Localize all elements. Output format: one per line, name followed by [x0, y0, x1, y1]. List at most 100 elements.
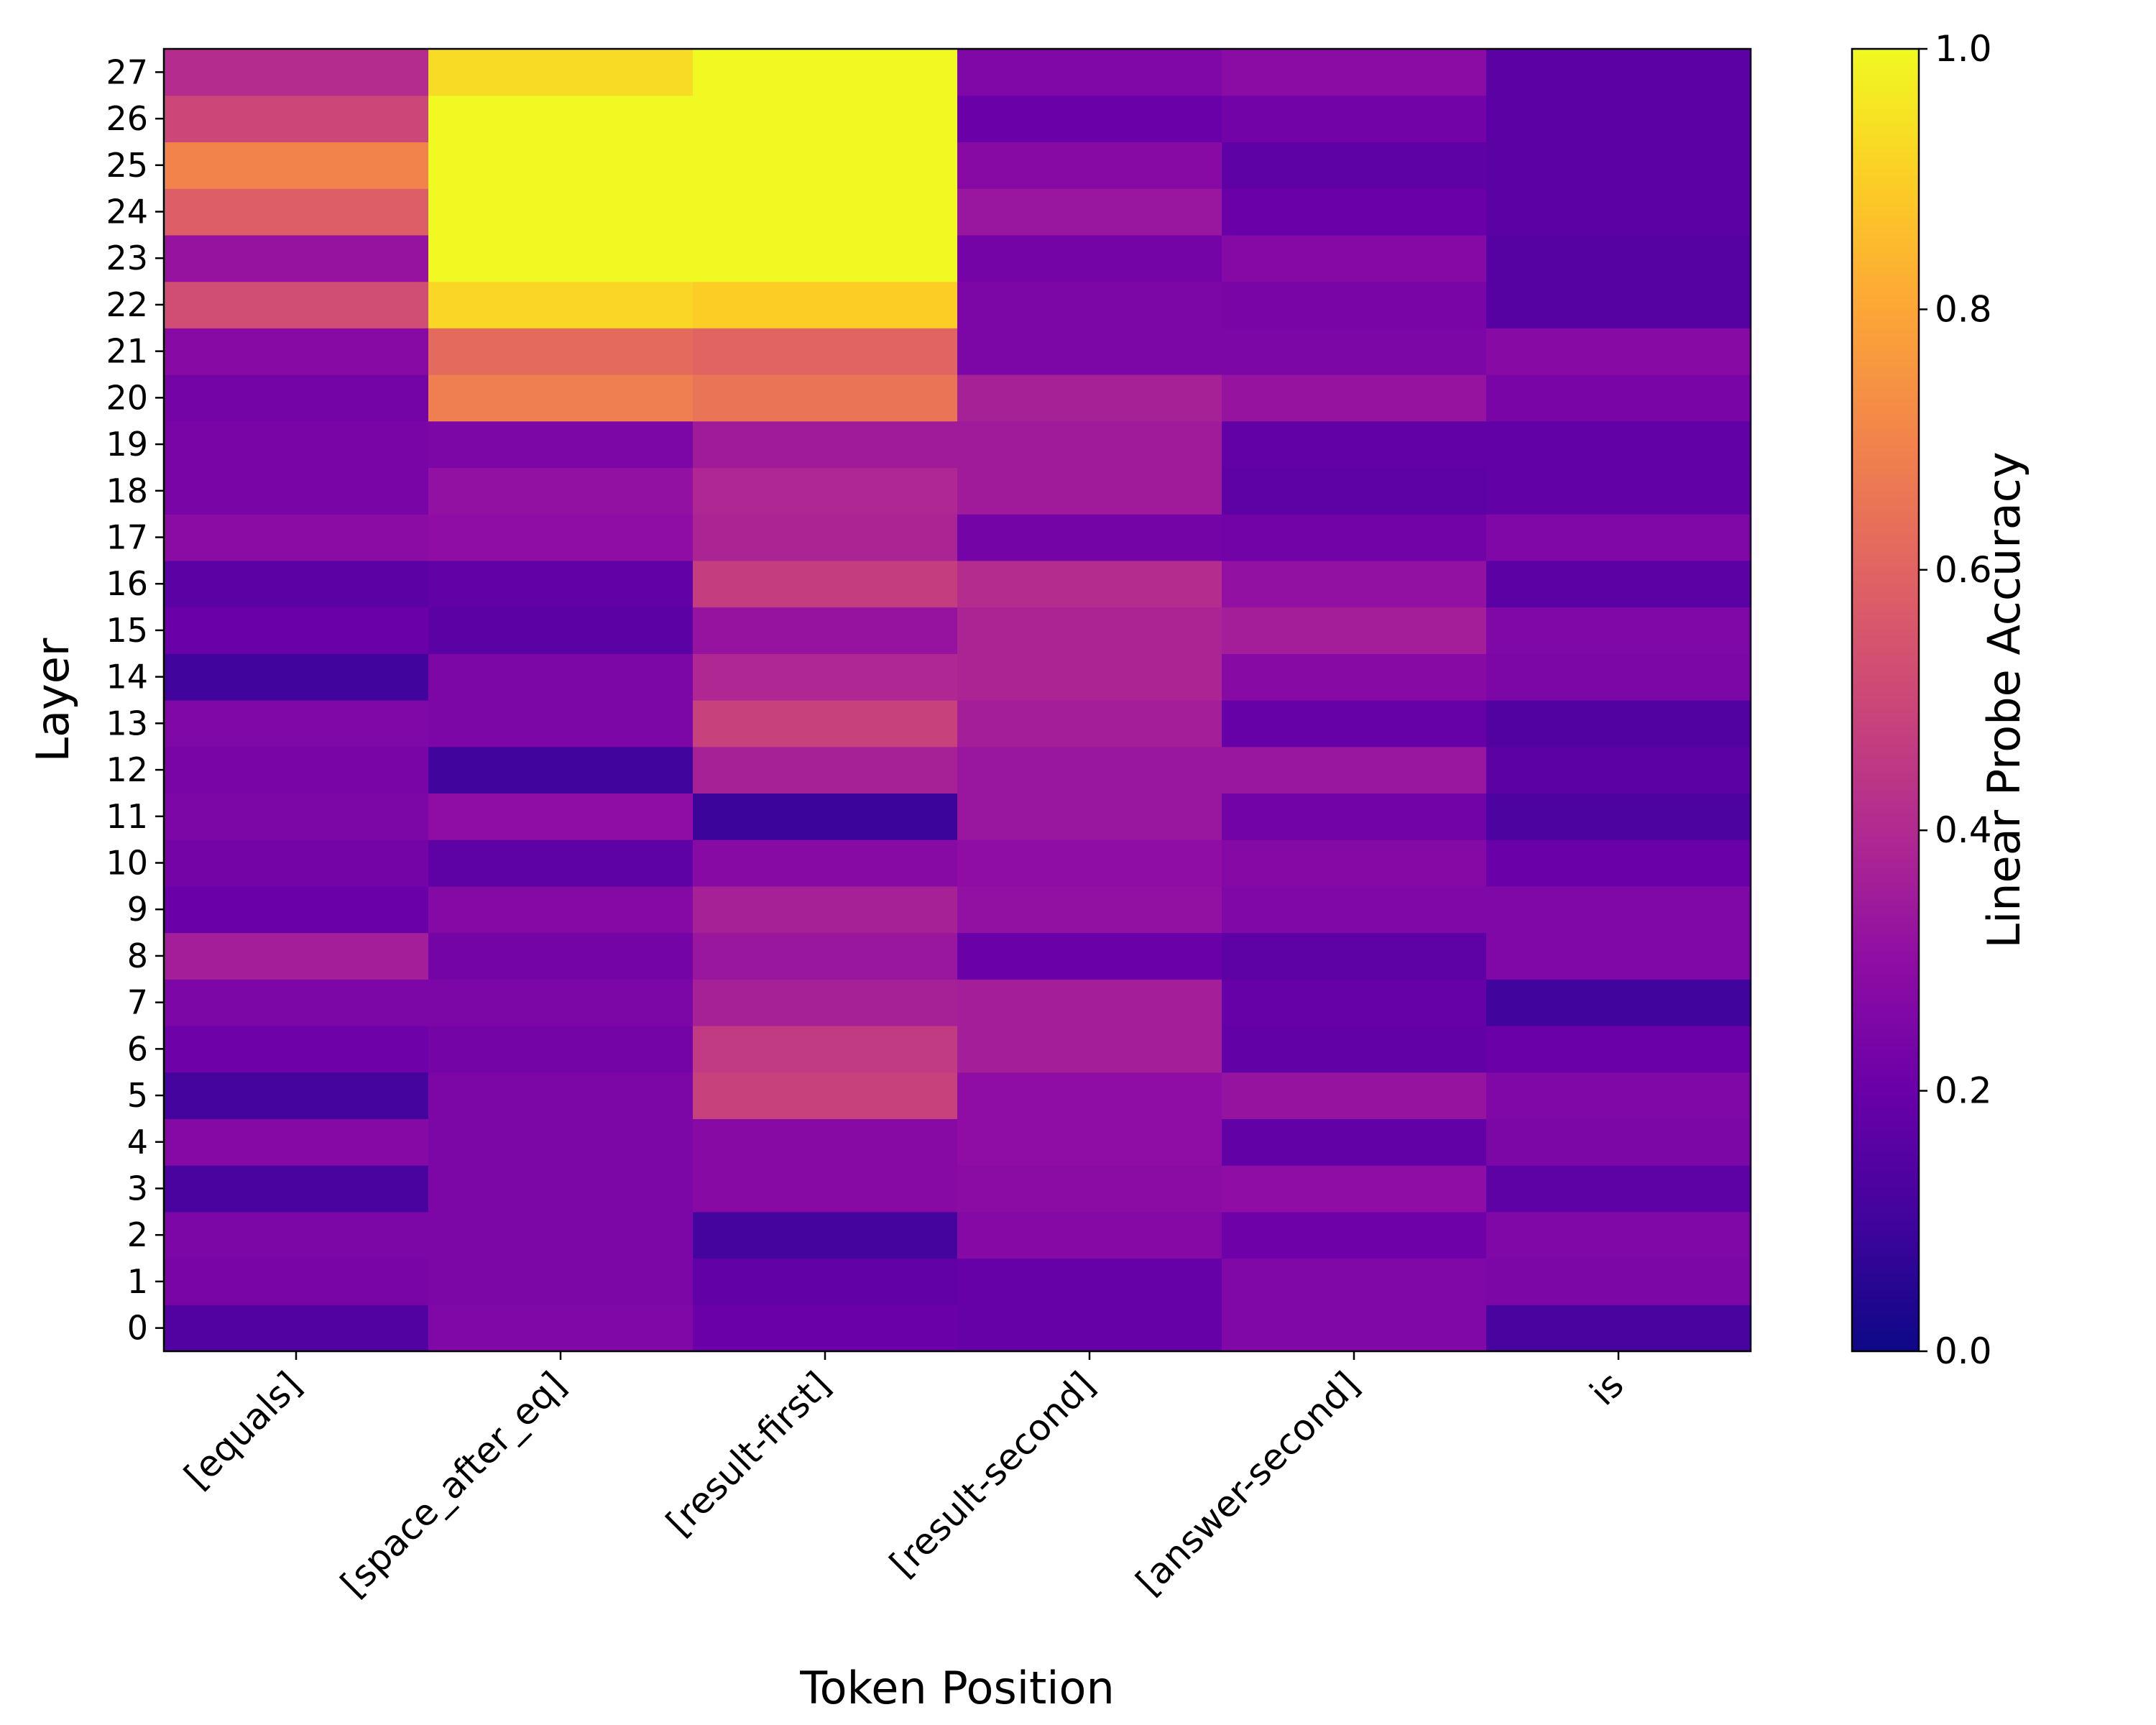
heatmap-cell — [164, 979, 429, 1026]
heatmap-cell — [1222, 467, 1487, 515]
heatmap-cell — [1486, 886, 1751, 934]
heatmap-cell — [693, 49, 958, 96]
heatmap-cell — [693, 1026, 958, 1073]
y-tick-label: 5 — [127, 1076, 148, 1115]
heatmap-cell — [1222, 932, 1487, 980]
y-tick-label: 15 — [106, 611, 148, 650]
heatmap-cell — [164, 1026, 429, 1073]
heatmap-cell — [693, 281, 958, 328]
heatmap-cell — [1222, 95, 1487, 143]
heatmap-cell — [693, 514, 958, 561]
colorbar-tick-label: 1.0 — [1935, 28, 1992, 70]
heatmap-cell — [1486, 1118, 1751, 1166]
heatmap-cell — [957, 420, 1222, 469]
heatmap-cell — [1486, 979, 1751, 1026]
y-tick-label: 20 — [106, 378, 148, 417]
heatmap-cell — [1222, 746, 1487, 794]
heatmap-cell — [1222, 1026, 1487, 1073]
heatmap-cell — [428, 700, 694, 748]
colorbar-tick-label: 0.0 — [1935, 1330, 1992, 1372]
heatmap-cell — [1222, 234, 1487, 282]
y-tick-label: 1 — [127, 1262, 148, 1301]
heatmap-cell — [693, 1165, 958, 1213]
y-tick-label: 18 — [106, 472, 148, 510]
y-tick-label: 22 — [106, 285, 148, 324]
heatmap-cell — [693, 700, 958, 748]
heatmap-cell — [1486, 1026, 1751, 1073]
heatmap-cell — [1222, 1165, 1487, 1213]
heatmap-cell — [957, 932, 1222, 980]
colorbar-ticks: 0.0 0.2 0.4 0.6 0.8 1.0 — [1919, 28, 1992, 1372]
heatmap-cell — [1486, 142, 1751, 189]
heatmap-cell — [693, 420, 958, 469]
heatmap-cell — [164, 281, 429, 328]
heatmap-cell — [428, 95, 694, 143]
heatmap-cell — [428, 607, 694, 654]
heatmap-cell — [693, 467, 958, 515]
y-tick-label: 7 — [127, 983, 148, 1022]
heatmap-cell — [957, 95, 1222, 143]
y-tick-label: 24 — [106, 193, 148, 231]
heatmap-cell — [693, 560, 958, 608]
y-axis-ticks: 0123456789101112131415161718192021222324… — [106, 52, 164, 1348]
heatmap-cell — [693, 793, 958, 840]
colorbar-tick-label: 0.6 — [1935, 549, 1992, 591]
x-tick-label: [equals] — [176, 1363, 309, 1496]
heatmap-cell — [1222, 607, 1487, 654]
heatmap-cell — [957, 1258, 1222, 1305]
heatmap-cell — [1486, 1258, 1751, 1305]
heatmap-cell — [1486, 1165, 1751, 1213]
heatmap-cell — [1222, 840, 1487, 887]
heatmap-cell — [164, 374, 429, 422]
heatmap-cell — [428, 234, 694, 282]
heatmap-cell — [164, 328, 429, 375]
heatmap-cell — [957, 607, 1222, 654]
heatmap-cell — [428, 1258, 694, 1305]
heatmap-cell — [164, 1211, 429, 1259]
heatmap-cell — [164, 234, 429, 282]
heatmap-cell — [1222, 49, 1487, 96]
plot-frame — [162, 47, 1752, 1353]
heatmap-cell — [957, 467, 1222, 515]
y-tick-label: 0 — [127, 1309, 148, 1348]
colorbar-label: Linear Probe Accuracy — [1978, 451, 2030, 948]
heatmap-cell — [164, 188, 429, 236]
heatmap-cell — [164, 886, 429, 934]
heatmap-cell — [1486, 700, 1751, 748]
heatmap-cell — [428, 746, 694, 794]
heatmap-cell — [693, 932, 958, 980]
heatmap-cell — [693, 1258, 958, 1305]
heatmap-cell — [1486, 281, 1751, 328]
heatmap-cell — [1222, 1211, 1487, 1259]
heatmap-cell — [1222, 979, 1487, 1026]
heatmap-cell — [164, 1305, 429, 1352]
y-tick-label: 13 — [106, 704, 148, 742]
heatmap-cell — [428, 467, 694, 515]
heatmap-cell — [957, 374, 1222, 422]
heatmap-cell — [957, 281, 1222, 328]
heatmap-cell — [1486, 420, 1751, 469]
y-tick-label: 14 — [106, 658, 148, 696]
heatmap-cell — [1222, 700, 1487, 748]
y-tick-label: 23 — [106, 239, 148, 277]
heatmap-cell — [1222, 886, 1487, 934]
heatmap-cell — [1222, 374, 1487, 422]
heatmap-cell — [428, 1165, 694, 1213]
heatmap-cell — [428, 653, 694, 701]
heatmap-cell — [1486, 514, 1751, 561]
heatmap-cell — [428, 1305, 694, 1352]
y-tick-label: 25 — [106, 146, 148, 185]
heatmap-cell — [693, 328, 958, 375]
heatmap-cell — [1222, 793, 1487, 840]
heatmap-cell — [957, 1072, 1222, 1120]
heatmap-cell — [1486, 653, 1751, 701]
heatmap-cell — [693, 653, 958, 701]
y-tick-label: 19 — [106, 425, 148, 464]
heatmap-cell — [164, 95, 429, 143]
x-tick-label: [answer-second] — [1128, 1363, 1368, 1603]
heatmap-cell — [957, 188, 1222, 236]
heatmap-cell — [1222, 1072, 1487, 1120]
heatmap-cell — [1486, 746, 1751, 794]
heatmap-cell — [428, 979, 694, 1026]
